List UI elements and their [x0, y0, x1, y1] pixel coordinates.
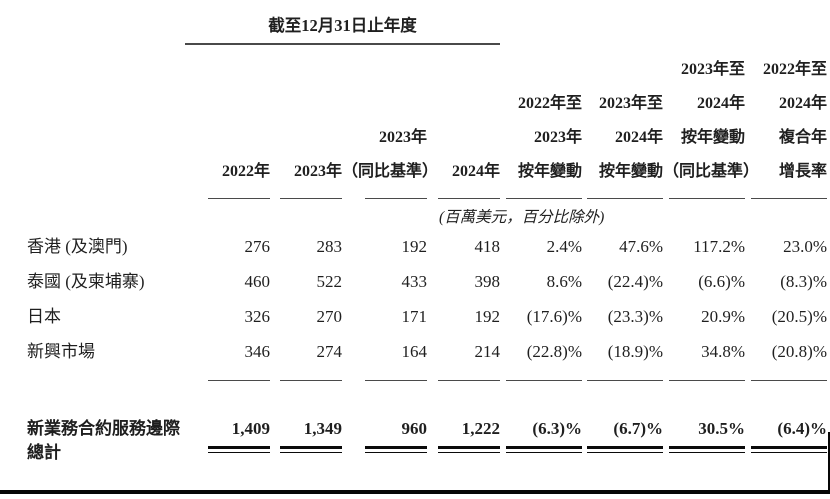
double-rule: [669, 446, 745, 453]
table-row-hongkong: 香港 (及澳門) 276 283 192 418 2.4% 47.6% 117.…: [0, 229, 827, 264]
cell-value: 164: [401, 342, 428, 361]
table-row-emerging-markets: 新興市場 346 274 164 214 (22.8)% (18.9)% 34.…: [0, 334, 827, 369]
column-header-2022: 2022年: [185, 53, 270, 199]
cell-value: (20.8)%: [771, 342, 827, 361]
column-header-row: 2022年 2023年 2023年 （同比基準） 2024年 2022年至 20…: [0, 53, 827, 199]
cell-value: 522: [316, 272, 343, 291]
column-header-yoy-2022-2023: 2022年至 2023年 按年變動: [500, 53, 582, 199]
cell-value: 8.6%: [546, 272, 582, 291]
empty-cell: [0, 12, 185, 45]
header-underline: [208, 198, 270, 199]
table-row-thailand: 泰國 (及柬埔寨) 460 522 433 398 8.6% (22.4)% (…: [0, 264, 827, 299]
unit-note-row: (百萬美元，百分比除外): [0, 207, 827, 229]
total-value: (6.7)%: [613, 419, 663, 438]
column-header-2023: 2023年: [270, 53, 342, 199]
double-rule: [280, 446, 342, 453]
column-header-2024: 2024年: [427, 53, 500, 199]
cell-value: 171: [401, 307, 428, 326]
column-rule: [506, 380, 582, 381]
cell-value: 460: [244, 272, 271, 291]
column-rule: [208, 380, 270, 381]
column-rule: [280, 380, 342, 381]
header-underline: [751, 198, 827, 199]
column-rule: [438, 380, 500, 381]
row-label: 日本: [27, 307, 61, 326]
double-rule: [438, 446, 500, 453]
cell-value: 274: [316, 342, 343, 361]
total-value: 1,349: [303, 419, 342, 438]
row-label: 泰國 (及柬埔寨): [27, 272, 145, 291]
cell-value: 433: [401, 272, 428, 291]
cell-value: 20.9%: [701, 307, 745, 326]
total-value: (6.4)%: [777, 419, 827, 438]
header-underline: [280, 198, 342, 199]
total-value: 30.5%: [698, 419, 745, 438]
cell-value: (18.9)%: [607, 342, 663, 361]
cell-value: 47.6%: [619, 237, 663, 256]
header-underline: [438, 198, 500, 199]
row-label: 新興市場: [27, 342, 95, 361]
cell-value: (23.3)%: [607, 307, 663, 326]
cell-value: 283: [316, 237, 343, 256]
cell-value: (22.8)%: [526, 342, 582, 361]
double-rule: [506, 446, 582, 453]
cell-value: 34.8%: [701, 342, 745, 361]
cell-value: 192: [474, 307, 501, 326]
total-value: 1,222: [461, 419, 500, 438]
column-rule: [365, 380, 427, 381]
total-value: (6.3)%: [532, 419, 582, 438]
cell-value: 23.0%: [783, 237, 827, 256]
double-rule: [208, 446, 270, 453]
cell-value: (6.6)%: [698, 272, 745, 291]
cell-value: 2.4%: [546, 237, 582, 256]
cell-value: 117.2%: [693, 237, 745, 256]
empty-cell: [0, 53, 185, 199]
cell-value: (17.6)%: [526, 307, 582, 326]
cell-value: 214: [474, 342, 501, 361]
column-header-yoy-likeforlike: 2023年至 2024年 按年變動 （同比基準）: [663, 53, 759, 199]
cell-value: (20.5)%: [771, 307, 827, 326]
header-underline: [506, 198, 582, 199]
period-span-header: 截至12月31日止年度: [185, 12, 500, 45]
page-right-edge-mark: [828, 432, 830, 494]
column-rule: [587, 380, 663, 381]
cell-value: 398: [474, 272, 501, 291]
double-rule: [587, 446, 663, 453]
column-rule: [669, 380, 745, 381]
double-rule: [751, 446, 827, 453]
cell-value: 192: [401, 237, 428, 256]
row-label: 香港 (及澳門): [27, 237, 128, 256]
total-value: 1,409: [231, 419, 270, 438]
column-header-cagr: 2022年至 2024年 複合年 增長率: [745, 53, 827, 199]
total-row: 新業務合約服務邊際總計 1,409 1,349 960 1,222 (6.3)%…: [0, 417, 827, 465]
cell-value: 418: [474, 237, 501, 256]
column-rule: [751, 380, 827, 381]
double-rule: [365, 446, 427, 453]
unit-note: (百萬美元，百分比除外): [439, 209, 605, 226]
page-bottom-border-line: [0, 490, 830, 494]
total-label: 新業務合約服務邊際總計: [27, 419, 180, 462]
cell-value: 270: [316, 307, 343, 326]
header-underline: [587, 198, 663, 199]
cell-value: 326: [244, 307, 271, 326]
header-underline: [669, 198, 745, 199]
table-row-japan: 日本 326 270 171 192 (17.6)% (23.3)% 20.9%…: [0, 299, 827, 334]
header-underline: [365, 198, 427, 199]
subtotal-rule-row: [0, 371, 827, 381]
period-span-row: 截至12月31日止年度: [0, 12, 827, 45]
cell-value: (22.4)%: [607, 272, 663, 291]
cell-value: 276: [244, 237, 271, 256]
cell-value: 346: [244, 342, 271, 361]
empty-cell: [0, 371, 185, 381]
column-header-2023-likeforlike: 2023年 （同比基準）: [342, 53, 438, 199]
column-header-yoy-2023-2024: 2023年至 2024年 按年變動: [582, 53, 663, 199]
total-value: 960: [401, 419, 428, 438]
cell-value: (8.3)%: [780, 272, 827, 291]
